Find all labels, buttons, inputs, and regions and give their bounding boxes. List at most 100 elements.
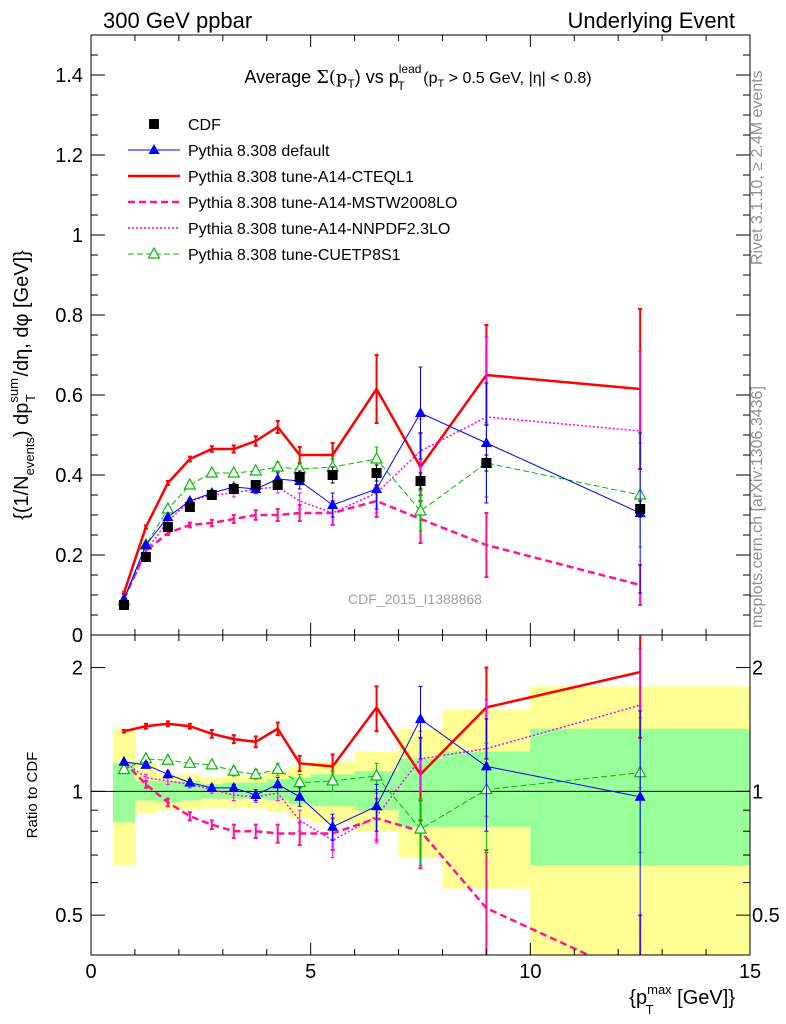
series-3 [121,484,643,606]
main-series-line [122,373,641,594]
ratio-point [205,757,219,770]
analysis-watermark: CDF_2015_I1388868 [348,591,482,607]
ratio-series-line [123,704,641,842]
x-tick-label: 5 [305,961,316,983]
ratio-point [634,790,646,801]
main-point [413,503,428,516]
y-tick-label: 0.2 [55,545,83,567]
legend-entry: CDF [149,117,221,134]
xlabel: {pmax T [GeV]} [629,982,735,1017]
y-tick-label: 1.2 [55,145,83,167]
title-sub3: T [437,78,444,90]
ylabel-sub1: events [22,437,37,476]
main-point [184,502,195,512]
ratio-point [118,755,130,766]
main-ylabel: {(1/Nevents) dpsum T /dη, dφ [GeV]} [6,250,38,520]
main-point [371,483,383,493]
main-point [118,600,129,610]
title-post: (p [419,70,438,87]
main-point [227,465,241,478]
y-tick-label: 0 [72,625,83,647]
main-point [415,407,426,417]
legend-label: Pythia 8.308 tune-A14-CTEQL1 [188,169,414,186]
title-sigma: Σ(p [316,67,347,88]
y-tick-label: 1.4 [55,65,83,87]
legend-entry: Pythia 8.308 tune-A14-CTEQL1 [128,169,414,186]
ratio-point [227,763,241,776]
ratio-band-inner [112,763,135,823]
title-sub2: T [397,79,405,93]
legend-entry: Pythia 8.308 tune-A14-NNPDF2.3LO [128,221,450,238]
ratio-point [161,753,175,765]
ylabel-b: ) dp [11,403,33,437]
main-point [371,468,382,478]
ratio-point [371,800,383,811]
ratio-point [250,788,262,799]
ratio-point [272,778,284,789]
series-5 [117,422,647,606]
legend: CDF Pythia 8.308 default Pythia 8.308 tune… [128,117,457,264]
ratio-point [415,712,426,723]
series-0 [118,454,646,610]
main-point [327,499,339,509]
ratio-point [370,768,384,781]
x-tick-label: 10 [519,961,541,983]
title-pre: Average [244,67,316,87]
ratio-plot-series [117,635,647,955]
main-point [249,463,263,476]
main-point [162,511,174,521]
main-point [272,480,283,490]
ratio-point [327,820,339,831]
ratio-point [249,767,263,779]
ratio-series-line [123,670,641,777]
y-tick-label: 0.4 [55,465,83,487]
y-tick-label: 0.8 [55,305,83,327]
legend-label: Pythia 8.308 tune-A14-NNPDF2.3LO [188,221,450,238]
ratio-series-line [123,760,592,955]
main-point [294,472,305,482]
x-tick-label: 0 [85,961,96,983]
xlabel-sub: T [646,1002,654,1017]
main-series-line [123,412,641,600]
ylabel-sub2: T [23,394,38,402]
y-tick-label: 0.6 [55,385,83,407]
ratio-y-tick-label: 1 [72,781,83,803]
xlabel-a: {p [629,987,647,1009]
title-mid: ) vs p [355,67,399,87]
legend-label: Pythia 8.308 tune-CUETP8S1 [188,247,401,264]
ratio-point [271,762,285,775]
legend-entry: Pythia 8.308 tune-CUETP8S1 [128,246,401,264]
ratio-ylabel: Ratio to CDF [24,752,41,839]
main-series-line [123,416,641,600]
rivet-note: Rivet 3.1.10, ≥ 2.4M events [749,70,766,265]
main-point [327,470,338,480]
ratio-point [183,756,197,768]
mcplots-note: mcplots.cern.ch [arXiv:1306.3436] [749,386,766,628]
main-point [140,539,152,549]
legend-marker [147,246,161,259]
legend-label: Pythia 8.308 tune-A14-MSTW2008LO [188,195,457,212]
legend-label: Pythia 8.308 default [188,143,330,160]
main-point [183,477,197,490]
header-left: 300 GeV ppbar [103,8,252,33]
legend-entry: Pythia 8.308 tune-A14-MSTW2008LO [128,195,457,212]
axes: 0 5 10 15 0 0.2 0.4 0.6 0.8 1 1.2 1.4 0.5 0.5 1 1 2 2 [55,34,780,983]
ratio-y-tick-label-right: 0.5 [752,905,780,927]
ratio-point [228,781,240,792]
ratio-y-tick-label-right: 1 [752,781,763,803]
x-tick-label: 15 [739,961,761,983]
header-right: Underlying Event [567,8,735,33]
main-series-line [123,458,641,602]
main-point [206,490,217,500]
ratio-point [326,773,340,786]
main-point [271,459,285,472]
ylabel-sup: sum [6,378,21,403]
main-point [205,465,219,478]
ratio-series-0 [118,685,646,955]
ratio-point [206,781,218,792]
series-4 [121,336,643,601]
ratio-point [184,776,196,787]
xlabel-sup: max [647,982,672,997]
main-point [415,476,426,486]
legend-entry: Pythia 8.308 default [128,143,330,160]
